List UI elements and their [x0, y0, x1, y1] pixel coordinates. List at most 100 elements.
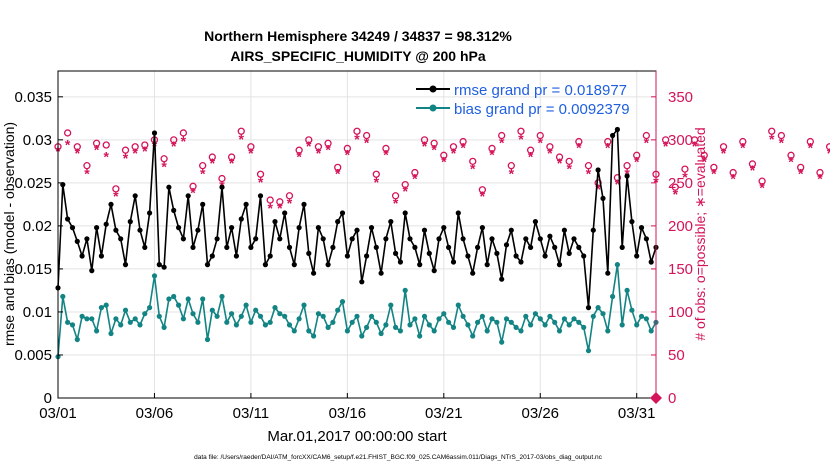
rmse-point — [634, 253, 640, 259]
rmse-point — [402, 210, 408, 216]
obs-evaluated-point: * — [460, 140, 466, 156]
obs-possible-point — [526, 146, 535, 154]
rmse-point — [286, 244, 293, 250]
rmse-point — [595, 167, 601, 173]
bias-point — [301, 302, 307, 308]
obs-possible-point — [362, 131, 371, 140]
obs-possible-point — [546, 143, 554, 151]
rmse-point — [359, 279, 365, 285]
obs-possible-point — [218, 174, 226, 183]
rmse-point — [132, 193, 138, 199]
obs-evaluated-point: * — [769, 131, 775, 147]
bias-point — [605, 328, 611, 334]
legend: rmse grand pr = 0.018977 bias grand pr =… — [416, 82, 630, 118]
bias-point — [306, 328, 312, 334]
obs-evaluated-point: * — [103, 148, 109, 164]
rmse-point — [156, 262, 162, 268]
rmse-point — [610, 132, 616, 139]
rmse-point — [479, 225, 485, 231]
obs-possible-point — [604, 137, 612, 146]
obs-evaluated-point: * — [528, 148, 534, 164]
bias-point — [161, 324, 167, 330]
rmse-point — [624, 173, 630, 179]
bias-point — [233, 322, 239, 328]
bias-point — [219, 293, 225, 300]
obs-possible-point — [459, 137, 467, 146]
y-right-tick-label: 300 — [668, 132, 693, 149]
bias-point — [344, 328, 350, 334]
bias-point — [60, 293, 66, 300]
bias-point — [296, 316, 302, 322]
obs-evaluated-point: * — [422, 138, 428, 154]
rmse-point — [296, 225, 302, 231]
obs-evaluated-point: * — [123, 150, 129, 166]
bias-point — [190, 311, 196, 317]
bias-point — [426, 322, 432, 328]
bias-point — [89, 316, 95, 322]
obs-possible-point — [237, 127, 245, 135]
obs-possible-point — [700, 151, 708, 159]
rmse-point — [315, 225, 321, 231]
rmse-point — [441, 225, 447, 231]
rmse-point — [325, 262, 331, 268]
obs-evaluated-point: * — [673, 186, 679, 202]
bias-point — [118, 322, 124, 328]
obs-evaluated-point: * — [132, 145, 138, 161]
rmse-point — [344, 253, 350, 259]
bias-point — [431, 328, 437, 334]
rmse-point — [499, 276, 505, 282]
y-left-tick-label: 0.035 — [14, 89, 52, 106]
obs-evaluated-point: * — [740, 140, 746, 156]
bias-point — [383, 322, 389, 328]
obs-possible-point — [488, 144, 496, 153]
bias-point — [248, 319, 254, 325]
rmse-point — [397, 259, 403, 265]
y-right-tick-label: 50 — [668, 347, 685, 364]
rmse-point — [291, 262, 297, 268]
legend-rmse-marker — [429, 85, 437, 93]
obs-possible-point — [102, 141, 110, 149]
y-right-tick-label: 150 — [668, 261, 693, 278]
rmse-point — [229, 225, 235, 231]
obs-possible-point — [681, 165, 689, 173]
bias-point — [528, 322, 534, 328]
bias-point — [571, 316, 577, 322]
y-axis-left: 0 0.005 0.01 0.015 0.02 0.025 0.03 0.035 — [14, 89, 63, 407]
obs-possible-point — [295, 146, 303, 154]
rmse-point — [590, 227, 596, 233]
y-left-tick-label: 0.005 — [14, 347, 52, 364]
rmse-point — [383, 236, 389, 242]
rmse-point — [98, 253, 104, 259]
obs-evaluated-point: * — [258, 174, 264, 190]
obs-evaluated-point: * — [181, 133, 187, 149]
y-left-tick-label: 0 — [44, 390, 52, 407]
bias-point — [349, 319, 355, 325]
bias-point — [638, 313, 645, 319]
obs-evaluated-point: * — [65, 136, 71, 152]
bias-point — [614, 262, 621, 268]
bias-point — [499, 339, 505, 345]
obs-possible-point — [623, 162, 631, 170]
obs-evaluated-point: * — [374, 174, 380, 190]
bias-point — [368, 313, 375, 319]
obs-evaluated-point: * — [518, 131, 524, 147]
bias-point — [311, 333, 317, 339]
rmse-point — [431, 268, 437, 274]
bias-point — [532, 311, 539, 317]
bias-point — [151, 273, 158, 279]
rmse-point — [368, 225, 375, 231]
obs-possible-point — [758, 177, 766, 185]
bias-point — [200, 296, 206, 302]
bias-point — [272, 305, 278, 311]
obs-possible-point — [498, 131, 506, 140]
rmse-point — [484, 262, 490, 268]
obs-possible-point — [719, 143, 728, 151]
bias-point — [204, 336, 211, 343]
rmse-point — [137, 227, 143, 233]
bias-point — [142, 311, 148, 317]
obs-possible-point — [256, 170, 265, 178]
obs-evaluated-point: * — [798, 166, 804, 182]
bias-point — [65, 319, 71, 325]
bias-point — [176, 302, 182, 308]
obs-evaluated-point: * — [335, 166, 341, 182]
